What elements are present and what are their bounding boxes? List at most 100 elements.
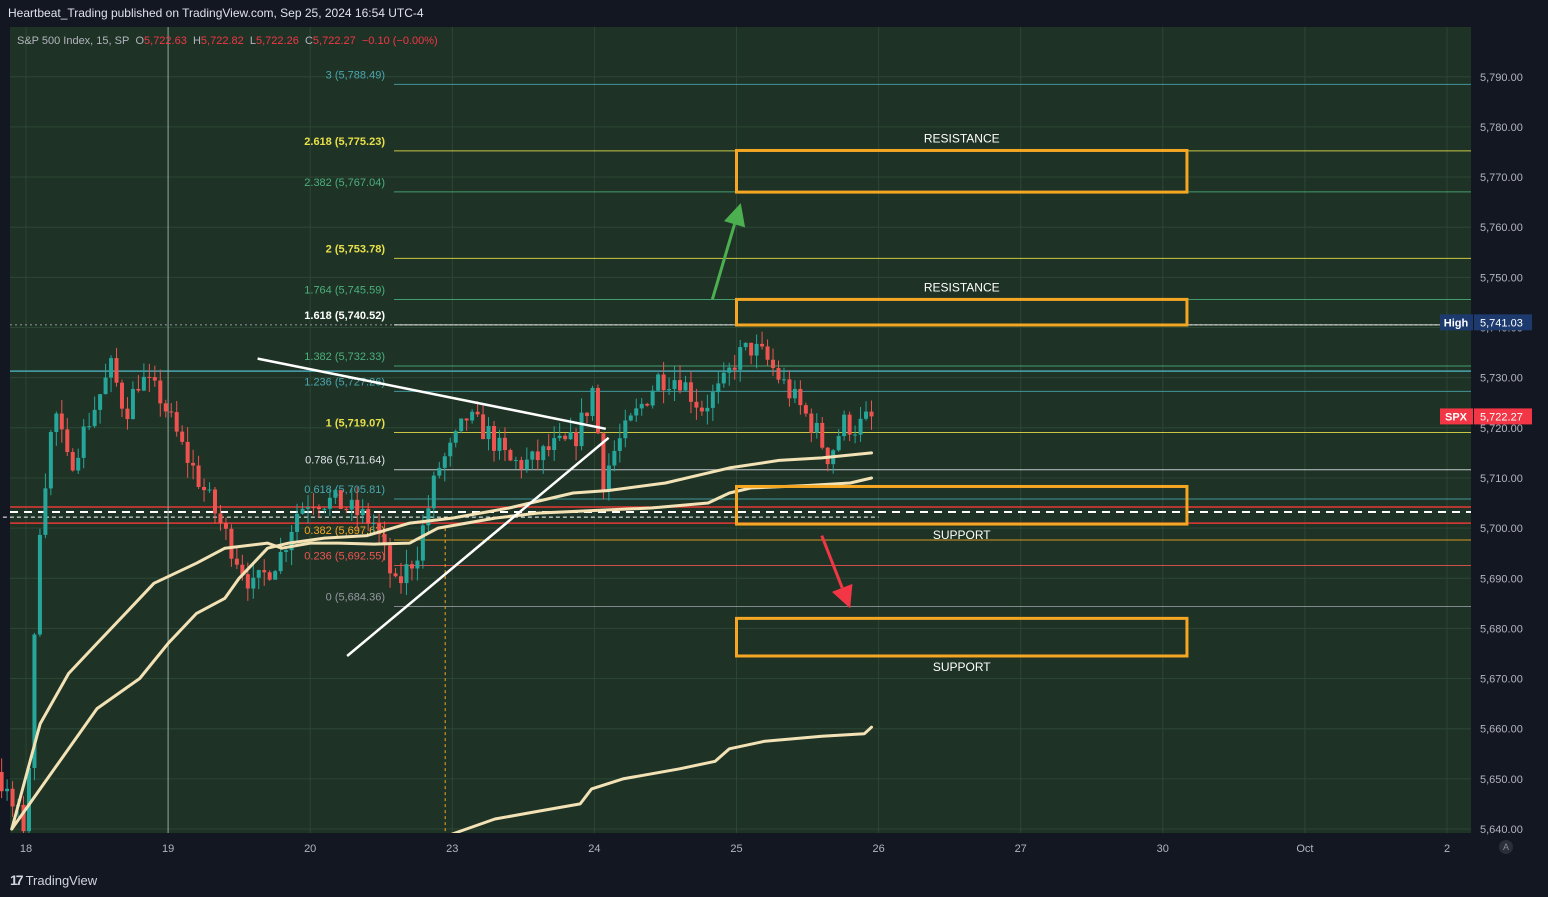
candle-body[interactable] xyxy=(327,497,332,509)
candle-body[interactable] xyxy=(497,437,502,451)
candle-body[interactable] xyxy=(683,382,688,391)
candle-body[interactable] xyxy=(251,577,256,589)
candle-body[interactable] xyxy=(218,513,223,524)
candle-body[interactable] xyxy=(431,475,436,509)
candle-body[interactable] xyxy=(393,573,398,577)
candle-body[interactable] xyxy=(114,358,119,383)
candle-body[interactable] xyxy=(606,465,611,490)
candle-body[interactable] xyxy=(152,377,157,381)
candle-body[interactable] xyxy=(87,426,92,428)
candle-body[interactable] xyxy=(486,425,491,440)
candle-body[interactable] xyxy=(809,413,814,433)
candle-body[interactable] xyxy=(699,407,704,412)
candle-body[interactable] xyxy=(316,507,321,510)
candle-body[interactable] xyxy=(191,462,196,466)
candle-body[interactable] xyxy=(70,451,75,471)
candle-body[interactable] xyxy=(344,508,349,510)
auto-scale-button[interactable]: A xyxy=(1499,840,1513,854)
candle-body[interactable] xyxy=(634,408,639,416)
price-zone-box[interactable] xyxy=(735,616,1189,658)
candle-body[interactable] xyxy=(869,411,874,417)
candle-body[interactable] xyxy=(672,380,677,390)
candle-body[interactable] xyxy=(273,571,278,580)
candle-body[interactable] xyxy=(743,342,748,348)
vwap-band[interactable] xyxy=(10,476,873,831)
candle-body[interactable] xyxy=(847,414,852,435)
candle-body[interactable] xyxy=(185,441,190,463)
candle-body[interactable] xyxy=(470,411,475,421)
candle-body[interactable] xyxy=(481,414,486,440)
candle-body[interactable] xyxy=(245,574,250,589)
candle-body[interactable] xyxy=(688,382,693,402)
symbol-label[interactable]: S&P 500 Index, 15, SP xyxy=(17,35,130,47)
candle-body[interactable] xyxy=(98,394,103,410)
candle-body[interactable] xyxy=(21,804,26,832)
candle-body[interactable] xyxy=(710,392,715,408)
candle-body[interactable] xyxy=(535,451,540,461)
candle-body[interactable] xyxy=(842,414,847,437)
candle-body[interactable] xyxy=(426,508,431,526)
candle-body[interactable] xyxy=(59,413,64,430)
candle-body[interactable] xyxy=(771,359,776,369)
candle-body[interactable] xyxy=(163,403,168,412)
candle-body[interactable] xyxy=(229,528,234,559)
candle-body[interactable] xyxy=(5,788,10,792)
candle-body[interactable] xyxy=(595,387,600,434)
candle-body[interactable] xyxy=(147,376,152,378)
candle-body[interactable] xyxy=(54,413,59,433)
candle-body[interactable] xyxy=(650,390,655,406)
candle-body[interactable] xyxy=(289,531,294,551)
candle-body[interactable] xyxy=(492,425,497,451)
candle-body[interactable] xyxy=(524,459,529,470)
candle-body[interactable] xyxy=(355,499,360,516)
candle-body[interactable] xyxy=(661,374,666,391)
arrow-up-icon[interactable] xyxy=(723,203,746,228)
candle-body[interactable] xyxy=(382,534,387,546)
arrow-shaft[interactable] xyxy=(710,223,736,300)
candle-body[interactable] xyxy=(749,342,754,356)
candle-body[interactable] xyxy=(864,411,869,419)
candle-body[interactable] xyxy=(136,388,141,391)
candle-body[interactable] xyxy=(240,564,245,575)
price-zone-box[interactable] xyxy=(735,484,1189,526)
chart-pane[interactable] xyxy=(10,27,1471,833)
candle-body[interactable] xyxy=(563,435,568,440)
candle-body[interactable] xyxy=(656,374,661,391)
candle-body[interactable] xyxy=(349,499,354,510)
candle-body[interactable] xyxy=(738,347,743,370)
candle-body[interactable] xyxy=(158,380,163,404)
candle-body[interactable] xyxy=(377,522,382,535)
candle-body[interactable] xyxy=(130,388,135,420)
candle-body[interactable] xyxy=(705,407,710,412)
candle-body[interactable] xyxy=(858,418,863,435)
candle-body[interactable] xyxy=(716,383,721,393)
candle-body[interactable] xyxy=(26,767,31,832)
candle-body[interactable] xyxy=(360,509,365,516)
candle-body[interactable] xyxy=(207,489,212,491)
candle-body[interactable] xyxy=(300,508,305,514)
candle-body[interactable] xyxy=(415,560,420,569)
price-axis[interactable] xyxy=(1471,0,1548,897)
candle-body[interactable] xyxy=(322,508,327,510)
candle-body[interactable] xyxy=(628,415,633,421)
candle-body[interactable] xyxy=(10,788,15,807)
candle-body[interactable] xyxy=(502,437,507,451)
candle-body[interactable] xyxy=(76,457,81,471)
candle-body[interactable] xyxy=(645,403,650,406)
candle-body[interactable] xyxy=(814,422,819,433)
candle-body[interactable] xyxy=(295,513,300,532)
candle-body[interactable] xyxy=(574,432,579,447)
candle-body[interactable] xyxy=(541,446,546,461)
candle-body[interactable] xyxy=(694,401,699,408)
candle-body[interactable] xyxy=(196,465,201,487)
candle-body[interactable] xyxy=(256,570,261,578)
candle-body[interactable] xyxy=(781,379,786,381)
candle-body[interactable] xyxy=(37,534,42,635)
candle-body[interactable] xyxy=(333,490,338,498)
candle-body[interactable] xyxy=(590,387,595,417)
candle-body[interactable] xyxy=(546,446,551,450)
candle-body[interactable] xyxy=(223,523,228,529)
candle-body[interactable] xyxy=(284,550,289,552)
candle-body[interactable] xyxy=(43,488,48,535)
